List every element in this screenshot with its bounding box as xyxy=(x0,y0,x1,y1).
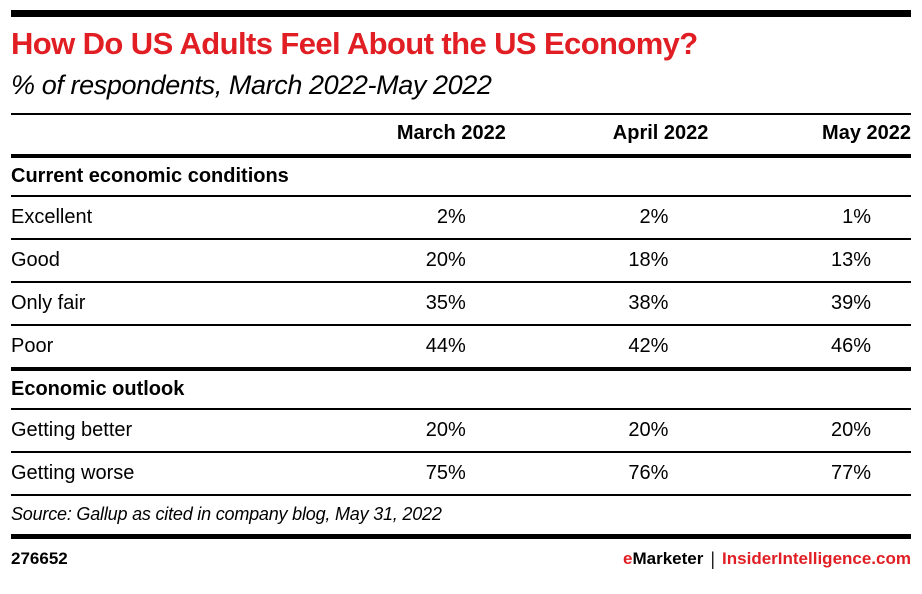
footer: 276652 eMarketer | InsiderIntelligence.c… xyxy=(11,549,911,570)
table-row-only-fair: Only fair 35% 38% 39% xyxy=(11,282,911,325)
site-name: InsiderIntelligence.com xyxy=(722,549,911,569)
top-rule xyxy=(11,10,911,17)
cell-value: 13% xyxy=(830,248,871,271)
column-header-march: March 2022 xyxy=(303,113,506,158)
column-header-may: May 2022 xyxy=(708,113,911,158)
section-label: Current economic conditions xyxy=(11,164,289,187)
column-header-row: March 2022 April 2022 May 2022 xyxy=(11,113,911,158)
emarketer-wordmark: eMarketer xyxy=(623,549,703,569)
chart-id: 276652 xyxy=(11,549,68,569)
source-note: Source: Gallup as cited in company blog,… xyxy=(11,503,442,524)
cell-value: 20% xyxy=(628,418,669,441)
row-label: Poor xyxy=(11,334,54,357)
emarketer-rest: Marketer xyxy=(632,549,704,569)
cell-value: 75% xyxy=(425,461,466,484)
cell-value: 2% xyxy=(639,205,669,228)
row-label: Getting worse xyxy=(11,461,135,484)
table-row-poor: Poor 44% 42% 46% xyxy=(11,325,911,369)
chart-subtitle: % of respondents, March 2022-May 2022 xyxy=(11,69,492,100)
column-header-empty xyxy=(11,113,304,158)
cell-value: 35% xyxy=(425,291,466,314)
cell-value: 20% xyxy=(425,248,466,271)
cell-value: 2% xyxy=(436,205,466,228)
cell-value: 44% xyxy=(425,334,466,357)
table-row-excellent: Excellent 2% 2% 1% xyxy=(11,196,911,239)
cell-value: 46% xyxy=(830,334,871,357)
column-header-april: April 2022 xyxy=(505,113,709,158)
row-label: Excellent xyxy=(11,205,93,228)
brand-separator: | xyxy=(710,548,716,569)
row-label: Good xyxy=(11,248,60,271)
cell-value: 20% xyxy=(830,418,871,441)
cell-value: 1% xyxy=(842,205,871,228)
section-label: Economic outlook xyxy=(11,377,185,400)
table-row-getting-better: Getting better 20% 20% 20% xyxy=(11,409,911,452)
cell-value: 42% xyxy=(628,334,669,357)
section-header-current-conditions: Current economic conditions xyxy=(11,156,911,196)
data-table: March 2022 April 2022 May 2022 Current e… xyxy=(11,112,911,496)
cell-value: 77% xyxy=(830,461,871,484)
cell-value: 18% xyxy=(628,248,669,271)
chart-title: How Do US Adults Feel About the US Econo… xyxy=(11,26,698,61)
table-row-getting-worse: Getting worse 75% 76% 77% xyxy=(11,452,911,495)
table-row-good: Good 20% 18% 13% xyxy=(11,239,911,282)
cell-value: 39% xyxy=(830,291,871,314)
row-label: Only fair xyxy=(11,291,86,314)
row-label: Getting better xyxy=(11,418,133,441)
cell-value: 76% xyxy=(628,461,669,484)
brand-lockup: eMarketer | InsiderIntelligence.com xyxy=(623,549,911,570)
section-header-economic-outlook: Economic outlook xyxy=(11,369,911,409)
cell-value: 20% xyxy=(425,418,466,441)
bottom-rule xyxy=(11,533,911,539)
emarketer-e: e xyxy=(623,549,633,569)
cell-value: 38% xyxy=(628,291,669,314)
